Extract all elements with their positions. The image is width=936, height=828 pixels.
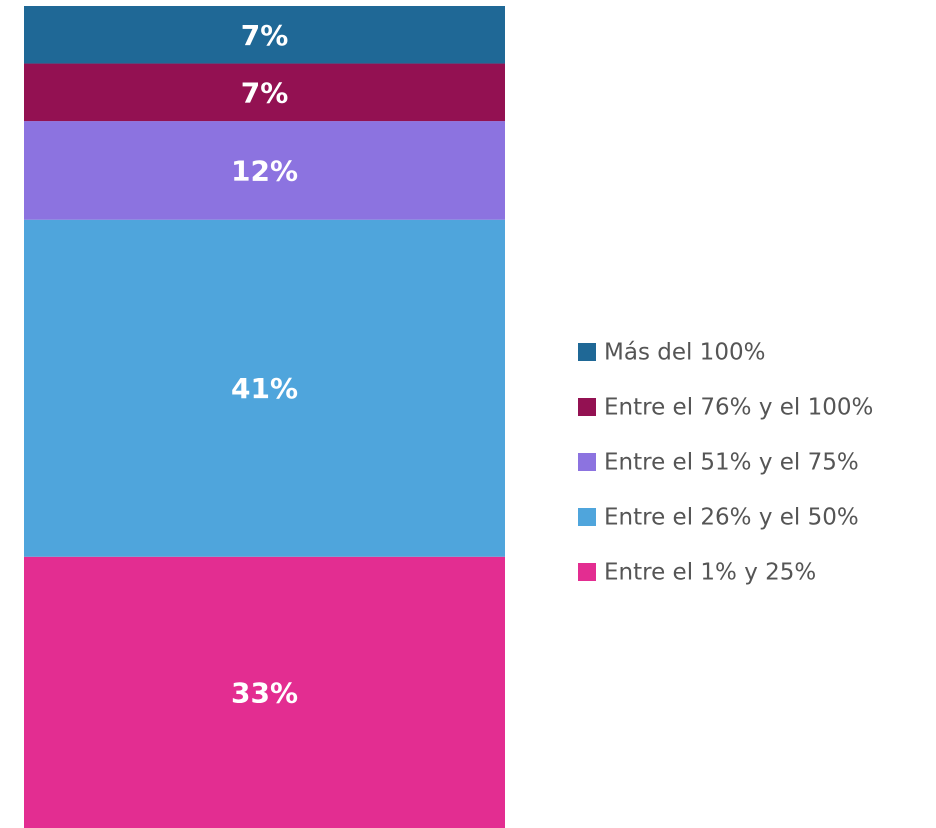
data-label: 33%: [231, 676, 298, 709]
legend-swatch: [578, 398, 596, 416]
legend-label: Entre el 76% y el 100%: [604, 395, 873, 421]
legend-label: Entre el 26% y el 50%: [604, 505, 859, 531]
bar-segment: [24, 219, 505, 557]
legend-label: Entre el 1% y 25%: [604, 560, 816, 586]
legend-swatch: [578, 563, 596, 581]
data-label: 7%: [241, 19, 289, 52]
data-label: 7%: [241, 76, 289, 109]
legend-label: Entre el 51% y el 75%: [604, 450, 859, 476]
legend-swatch: [578, 343, 596, 361]
legend-swatch: [578, 453, 596, 471]
legend-swatch: [578, 508, 596, 526]
data-label: 41%: [231, 372, 298, 405]
bar-segment: [24, 6, 505, 64]
bar-segment: [24, 63, 505, 122]
bar-segment: [24, 556, 505, 828]
bar-segment: [24, 121, 505, 220]
data-label: 12%: [231, 154, 298, 187]
legend-label: Más del 100%: [604, 340, 765, 366]
